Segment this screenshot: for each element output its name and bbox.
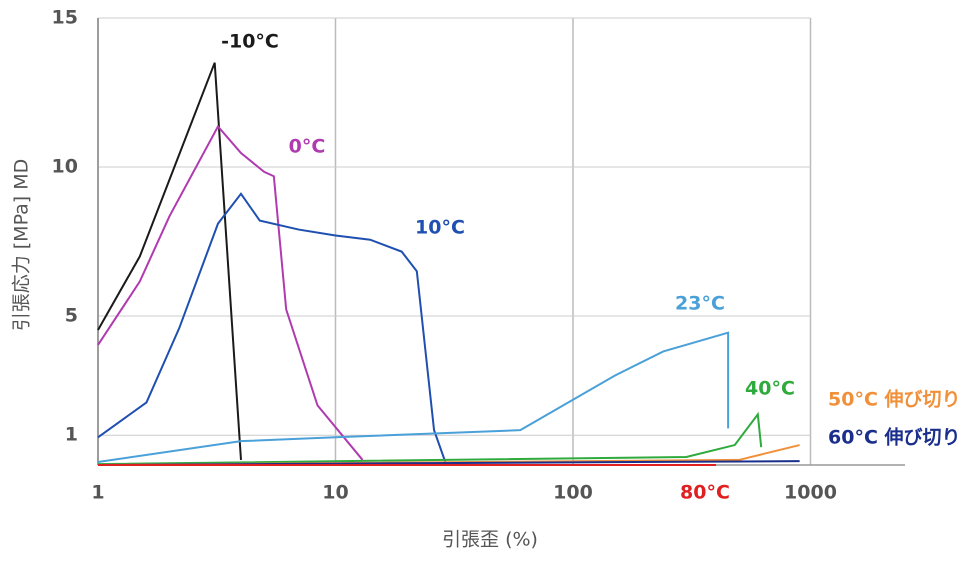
series-label: 80°C — [680, 482, 730, 504]
series-line — [97, 62, 242, 461]
series-label: 60°C 伸び切り — [828, 426, 961, 449]
series-label: 23°C — [675, 293, 725, 315]
series-line — [97, 331, 730, 464]
series-label: -10°C — [221, 31, 279, 53]
series-label: 0°C — [289, 136, 326, 158]
series-line — [97, 192, 447, 463]
y-tick-label: 1 — [65, 424, 78, 446]
series-line — [97, 124, 364, 461]
x-tick-label: 1 — [91, 482, 104, 504]
y-axis-title: 引張応力 [MPa] MD — [11, 159, 33, 332]
series-label: 10°C — [415, 217, 465, 239]
y-tick-label: 10 — [52, 156, 78, 178]
x-tick-label: 100 — [553, 482, 593, 504]
series-label: 40°C — [745, 378, 795, 400]
x-tick-label: 1000 — [784, 482, 837, 504]
x-axis-title: 引張歪 (%) — [442, 529, 538, 551]
y-tick-label: 5 — [65, 305, 78, 327]
y-tick-label: 15 — [52, 7, 78, 29]
x-tick-label: 10 — [322, 482, 348, 504]
series-line — [97, 411, 763, 466]
series-label: 50°C 伸び切り — [828, 388, 961, 411]
